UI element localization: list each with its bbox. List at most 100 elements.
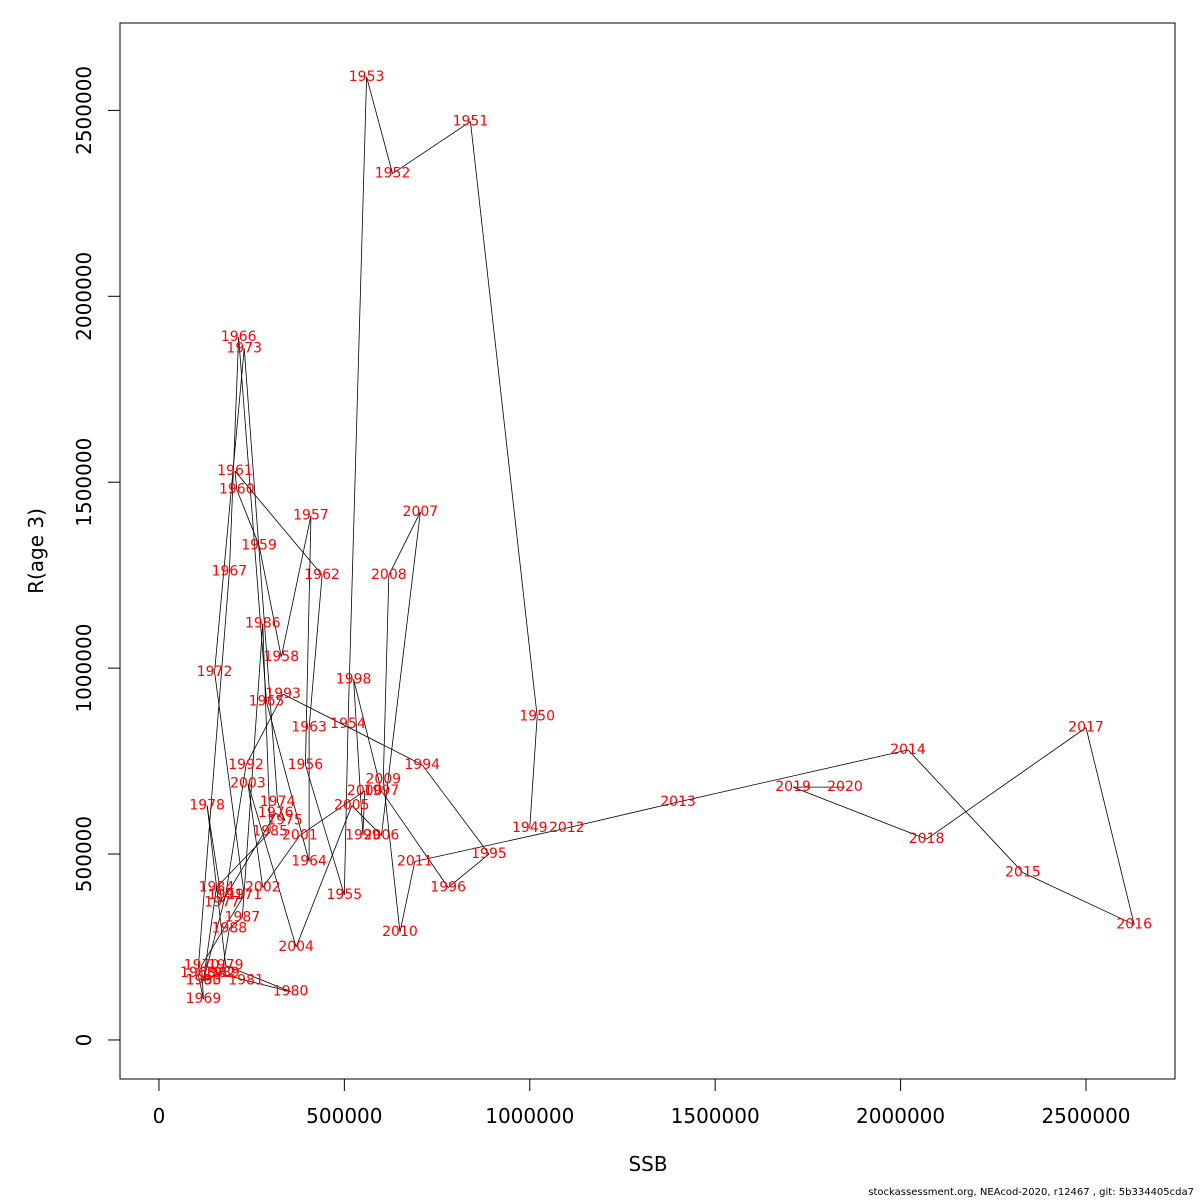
point-label: 1984 [199, 880, 235, 896]
series-segment [907, 749, 1024, 873]
series-segment [247, 783, 297, 948]
point-label: 1976 [258, 805, 294, 821]
plot-frame [119, 22, 1176, 1080]
y-tick-label: 500000 [72, 816, 96, 892]
series-segment [228, 337, 240, 572]
series-segment [221, 812, 277, 903]
series-segment [245, 980, 291, 993]
point-label: 1955 [327, 887, 363, 903]
series-segment [214, 671, 245, 895]
point-label: 1966 [221, 329, 257, 345]
point-label: 2005 [334, 798, 370, 814]
point-label: 1996 [430, 880, 466, 896]
point-label: 2002 [245, 880, 281, 896]
series-segment [258, 545, 282, 658]
point-label: 1959 [241, 537, 277, 553]
point-label: 1992 [228, 757, 264, 773]
series-segment [201, 894, 245, 966]
point-label: 1995 [471, 846, 507, 862]
series-segment [566, 801, 679, 829]
series-segment [388, 511, 421, 576]
series-segment [206, 805, 223, 903]
x-tick-label: 2500000 [1041, 1104, 1130, 1128]
x-axis: 0 500000 1000000 1500000 2000000 2500000 [153, 1078, 1131, 1128]
series-segment [392, 121, 471, 174]
series-segment [234, 470, 323, 576]
point-label: 1952 [375, 166, 411, 182]
point-label: 1998 [336, 671, 372, 687]
point-label: 1969 [186, 991, 222, 1007]
series-segment [221, 928, 230, 974]
series-segment [214, 348, 245, 672]
point-label: 1987 [225, 909, 261, 925]
point-label: 2013 [660, 794, 696, 810]
series-segment [1022, 872, 1135, 926]
series-segment [382, 575, 390, 780]
point-label: 1994 [404, 757, 440, 773]
point-label: 2009 [365, 772, 401, 788]
series-segment [305, 764, 345, 896]
series-segment [399, 861, 416, 933]
y-tick-label: 2500000 [72, 66, 96, 155]
x-axis-title: SSB [628, 1152, 667, 1176]
series-segment [238, 337, 267, 702]
point-label: 1979 [208, 958, 244, 974]
point-label: 1988 [212, 920, 248, 936]
point-label: 1977 [204, 894, 240, 910]
point-label: 1965 [249, 694, 285, 710]
series-segment [218, 972, 247, 981]
series-segment [381, 790, 449, 888]
series-segment [353, 679, 364, 836]
point-label: 2020 [827, 779, 863, 795]
point-label: 1973 [226, 340, 262, 356]
series-segment [295, 805, 353, 948]
series-segment [362, 790, 366, 836]
point-label: 2016 [1116, 917, 1152, 933]
y-axis-title: R(age 3) [24, 508, 48, 594]
series-segment [203, 887, 217, 981]
point-label: 2015 [1005, 865, 1041, 881]
point-label: 2011 [397, 853, 433, 869]
point-label: 1974 [260, 794, 296, 810]
footer-note: stockassessment.org, NEAcod-2020, r12467… [868, 1187, 1194, 1198]
point-label: 1985 [252, 824, 288, 840]
point-label: 1986 [245, 616, 281, 632]
series-segment [381, 511, 421, 836]
series-segment [347, 76, 367, 724]
series-segment [266, 701, 310, 862]
series-segment [203, 972, 223, 981]
point-label: 1989 [204, 965, 240, 981]
x-tick-label: 2000000 [856, 1104, 945, 1128]
point-labels: 1949 1950 1951 1952 1953 1954 1955 1956 1957 1958… [180, 69, 1152, 1007]
series-segment [343, 723, 349, 895]
series-segment [216, 831, 271, 888]
point-label: 1951 [453, 114, 489, 130]
point-label: 1990 [186, 972, 222, 988]
series-segment [262, 623, 271, 832]
point-label: 2014 [890, 742, 926, 758]
point-label: 1971 [226, 887, 262, 903]
point-label: 1983 [186, 972, 222, 988]
series-segment [197, 571, 230, 974]
series-segment [1085, 727, 1135, 925]
point-label: 1956 [288, 757, 324, 773]
series-segment [382, 779, 401, 933]
point-label: 2010 [382, 924, 418, 940]
point-label: 1962 [304, 567, 340, 583]
point-label: 2017 [1068, 720, 1104, 736]
series-segment [366, 76, 393, 174]
series-segment [275, 812, 286, 821]
point-label: 2001 [282, 827, 318, 843]
series-segment [678, 749, 909, 803]
point-label: 2008 [371, 567, 407, 583]
series-segment [225, 965, 291, 992]
series-segment [353, 679, 382, 791]
point-label: 2003 [230, 775, 266, 791]
point-label: 1991 [208, 887, 244, 903]
y-tick-label: 1000000 [72, 624, 96, 713]
point-label: 1970 [184, 958, 220, 974]
point-label: 1963 [291, 720, 327, 736]
series-segment [792, 786, 927, 840]
point-label: 1961 [217, 463, 253, 479]
series-segment [234, 471, 238, 490]
